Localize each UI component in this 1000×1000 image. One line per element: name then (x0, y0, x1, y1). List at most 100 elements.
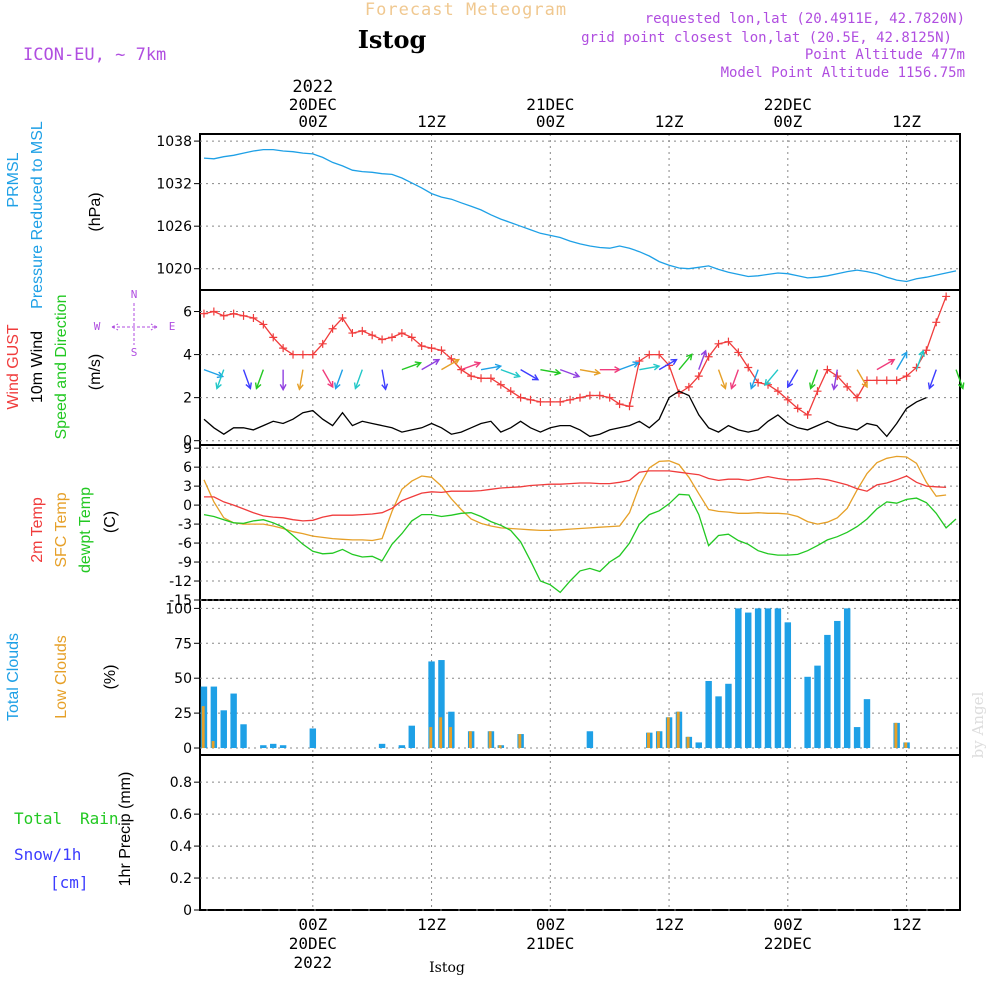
bottom-time-label: 12Z (892, 915, 921, 934)
gust-point (813, 387, 822, 396)
bottom-time-label: 22DEC (764, 934, 812, 953)
gust-point (249, 313, 258, 322)
ytick-label: 1026 (156, 219, 192, 235)
bottom-time-label: 21DEC (526, 934, 574, 953)
compass-w: W (94, 320, 101, 333)
ytick-label: 25 (174, 706, 192, 722)
total-cloud-bar (705, 680, 712, 749)
wind-arrow (750, 369, 759, 389)
ytick-label: 6 (183, 460, 192, 476)
top-time-label: 12Z (892, 112, 921, 131)
gust-point (239, 311, 248, 320)
gust-point (872, 376, 881, 385)
wind-arrow-head (831, 383, 839, 391)
panel-frame-2 (199, 444, 961, 601)
ytick-label: 0.8 (170, 775, 192, 791)
gust-point (427, 344, 436, 353)
wind-arrow-head (381, 383, 389, 391)
gust-point (803, 410, 812, 419)
panel-frame-4 (199, 754, 961, 911)
low-cloud-bar (676, 711, 680, 749)
total-cloud-bar (220, 710, 227, 749)
ytick-label: -6 (178, 536, 192, 552)
wind-arrow-head (245, 382, 252, 390)
model-label: ICON-EU, ~ 7km (23, 45, 166, 65)
wind-arrow (354, 369, 363, 389)
wind-arrow (915, 350, 924, 370)
wind-arrow (335, 369, 344, 389)
ytick-label: 2 (183, 391, 192, 407)
total-cloud-bar (853, 727, 861, 749)
gust-point (595, 391, 604, 400)
total-cloud-bar (863, 699, 871, 749)
watermark: by Angel (969, 691, 987, 758)
wind-arrow-head (593, 368, 602, 376)
ytick-label: 9 (183, 441, 192, 457)
bottom-time-label: 12Z (655, 915, 684, 934)
gust-point (694, 372, 703, 381)
wind-arrow (698, 350, 707, 370)
ytick-label: 6 (183, 305, 192, 321)
gust-point (536, 397, 545, 406)
pressure-series (203, 148, 957, 283)
wind-arrow-head (764, 378, 771, 387)
gust-point (447, 354, 456, 363)
low-cloud-bar (666, 717, 670, 749)
total-cloud-bar (745, 612, 752, 749)
wind-arrow-head (720, 382, 727, 390)
gust-point (892, 376, 901, 385)
wind-arrow-head (918, 349, 925, 357)
compass-e: E (169, 320, 176, 333)
gust-point (298, 350, 307, 359)
total-cloud-bar (695, 742, 702, 749)
panel-frame-1 (199, 289, 961, 446)
low-cloud-bar (498, 745, 502, 749)
wind-arrow-head (414, 361, 423, 368)
gust-point (793, 404, 802, 413)
wind-arrow-head (729, 382, 737, 390)
ytick-label: 50 (174, 671, 192, 687)
total-clouds-label: Total Clouds (5, 633, 22, 721)
wind-arrow (500, 368, 520, 378)
wind-arrow-head (513, 371, 521, 379)
total-cloud-bar (754, 608, 762, 749)
total-cloud-bar (586, 731, 594, 749)
gust-point (853, 393, 862, 402)
gust-point (219, 311, 228, 320)
total-cloud-bar (230, 693, 237, 749)
top-time-label: 00Z (298, 112, 327, 131)
wind-arrow-head (861, 380, 868, 389)
bottom-time-label: 00Z (536, 915, 565, 934)
ytick-label: 1032 (156, 177, 192, 193)
gust-point (615, 400, 624, 409)
total-cloud-bar (210, 686, 218, 749)
wind-arrow-head (653, 363, 661, 371)
compass-cross (111, 303, 158, 345)
gust-point (684, 382, 693, 391)
total-cloud-bar (408, 725, 415, 749)
gust-point (457, 365, 466, 374)
ytick-label: 0 (183, 741, 192, 757)
gust-point (387, 333, 396, 342)
wind-arrow (559, 368, 580, 378)
wind-arrow-head (685, 353, 693, 361)
total-cloud-bar (398, 745, 406, 749)
t2m-series (204, 470, 947, 522)
low-cloud-bar (201, 706, 205, 749)
total-cloud-bar (715, 696, 722, 749)
total-cloud-bar (764, 608, 772, 749)
gust-point (526, 395, 535, 404)
panel-frame-0 (199, 133, 961, 291)
gust-point (477, 374, 486, 383)
top-time-label: 12Z (655, 112, 684, 131)
total-cloud-bar (240, 724, 247, 749)
top-time-label: 12Z (417, 112, 446, 131)
total-cloud-bar (309, 728, 317, 749)
gust-point (645, 350, 654, 359)
wind-arrow (833, 369, 838, 390)
gust-point (605, 393, 614, 402)
ytick-label: 1038 (156, 134, 192, 150)
total-cloud-bar (824, 634, 831, 749)
gust-label: Wind GUST (5, 324, 22, 410)
total-cloud-bar (260, 745, 267, 749)
